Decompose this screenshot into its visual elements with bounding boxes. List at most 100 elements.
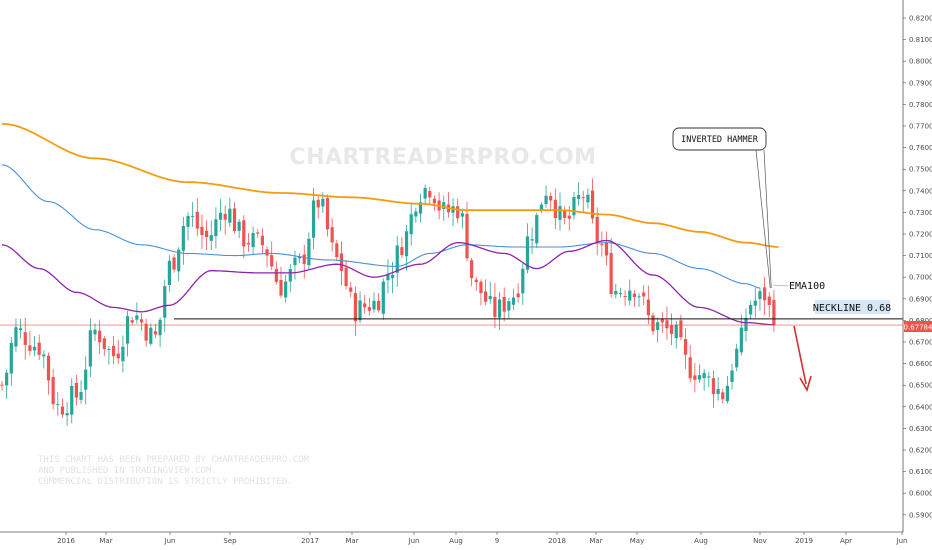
candle [79,380,83,404]
candle-body [549,195,553,201]
candle-body [74,382,78,398]
candle [395,235,399,287]
candle-body [28,345,32,351]
candle-body [325,198,330,230]
candle-body [37,342,41,355]
candle-body [683,339,688,355]
candle [293,250,297,280]
x-axis[interactable]: 2016 Mar Jun Sep 2017 Mar Jun Aug 9 2018 Mar May Aug… [0,531,907,545]
candle-body [274,268,278,282]
candle-body [251,233,255,248]
candle-body [749,304,753,315]
candle [628,279,632,305]
candle [70,378,74,424]
candle [88,318,92,377]
candle-body [488,295,492,300]
candle-body [465,213,469,259]
candle-body [60,406,65,415]
candle-body [767,296,771,306]
candle-body [186,215,190,227]
candle [525,223,530,274]
disclaimer-line-3: COMMERCIAL DISTRIBUTION IS STRICTLY PROH… [38,477,293,487]
candles [0,178,776,426]
candle [84,356,88,405]
price-badge-bg [904,321,932,332]
candle [730,363,734,390]
candle [242,215,246,259]
candle-body [237,221,241,231]
candle [270,241,274,270]
candle-body [177,249,181,272]
candle [325,194,330,237]
candle-body [404,231,409,257]
candle-body [112,345,116,357]
candle-body [88,330,92,367]
candle [135,302,139,324]
neckline-box [815,300,890,314]
candle-body [772,299,776,326]
candle [19,318,23,339]
x-tick-label: Jun [164,537,176,545]
candle [521,263,525,305]
candle-body [623,295,627,298]
candle-body [158,319,162,336]
candle [172,254,176,273]
candle [725,376,729,404]
candle-body [349,287,353,292]
candle [260,228,264,254]
x-tick-label: Jun [408,537,420,545]
candle [344,259,348,290]
candle [386,259,390,294]
candle-body [604,242,609,256]
candle-body [191,215,195,217]
candle-body [125,316,130,344]
candle [42,350,46,369]
candle-body [730,370,734,382]
candle [186,212,190,241]
x-tick-label: Mar [589,537,602,545]
candle-body [739,327,743,353]
candle [590,178,595,224]
candle [112,336,116,365]
candle [563,206,567,225]
candle [149,323,153,346]
candle [232,202,237,234]
candle [442,195,446,221]
candle [237,219,241,239]
candle [311,188,316,250]
candle [339,241,344,285]
candle [586,188,590,209]
candle-body [553,199,557,219]
candle-body [418,202,423,214]
candle [200,214,204,250]
candle [367,297,371,316]
candle [223,205,227,235]
candle-body [209,235,213,241]
candle [377,292,381,313]
candle [595,207,599,256]
candle-body [195,211,199,229]
candle [74,374,78,406]
candle [181,216,185,265]
candle [707,371,711,388]
candle-body [172,257,176,270]
candle [349,282,353,298]
candle [363,294,367,314]
candle-body [758,291,762,300]
candle-body [493,296,497,317]
candle-body [702,372,706,379]
candle [484,279,488,305]
candle-body [423,187,427,199]
x-tick-label: Aug [449,537,463,545]
candle-body [153,331,158,335]
candle-body [530,239,534,241]
candle-body [181,226,185,251]
